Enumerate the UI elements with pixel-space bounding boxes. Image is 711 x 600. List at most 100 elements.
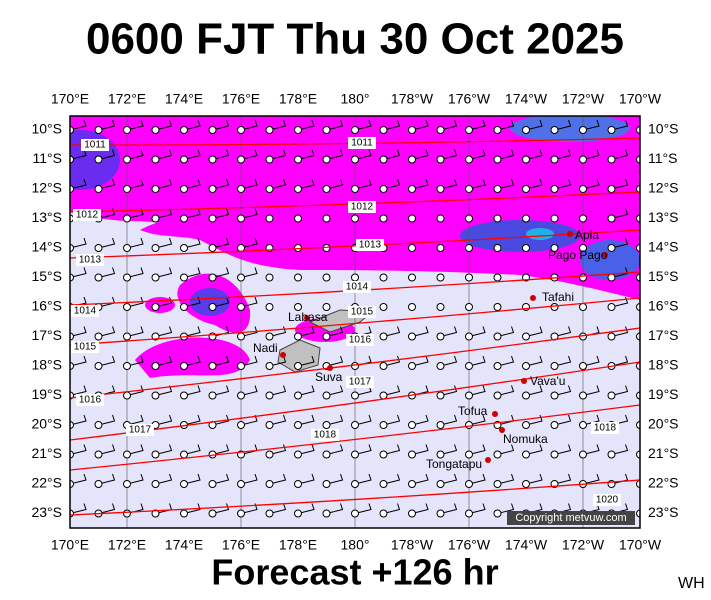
barb [297, 119, 315, 131]
barb-station [550, 421, 559, 429]
barb-station [294, 214, 302, 223]
isobar-label: 1015 [351, 307, 374, 318]
barb-station [322, 509, 331, 518]
barb-station [579, 273, 587, 282]
place-label: Nadi [253, 341, 278, 355]
barb-station [351, 509, 359, 518]
barb [411, 119, 429, 131]
barb-station [265, 273, 274, 282]
lat-label: 16°S [648, 298, 679, 314]
place-dot [602, 252, 608, 258]
barb-station [522, 480, 530, 488]
barb-station [522, 244, 530, 252]
barb-station [294, 391, 302, 400]
barb-station [636, 273, 640, 282]
barb-station [465, 244, 473, 252]
barb [155, 296, 173, 308]
barb [70, 385, 87, 396]
barb [98, 119, 116, 131]
barb [468, 385, 486, 396]
lon-label: 178°E [279, 91, 317, 107]
barb [582, 119, 600, 131]
barb-station [70, 273, 74, 282]
barb-station [607, 185, 616, 193]
lon-label: 170°E [51, 537, 89, 553]
barb [411, 326, 429, 337]
isobar [70, 327, 640, 399]
barb [383, 414, 401, 426]
barb-station [636, 391, 640, 400]
barb-station [151, 509, 160, 518]
barb [554, 414, 572, 426]
barb-station [123, 509, 131, 518]
barb-station [180, 126, 188, 134]
barb [326, 178, 344, 190]
barb-station [294, 509, 302, 518]
lon-label: 178°W [391, 537, 434, 553]
barb [240, 119, 258, 131]
barb [126, 385, 144, 396]
isobars: 1011 1011 1012 1012 1013 1013 1014 1014 1015 1015… [70, 137, 640, 516]
barb [155, 444, 173, 455]
barb-station [237, 244, 245, 252]
lon-label: 178°W [391, 91, 434, 107]
barb-station [94, 480, 103, 488]
place-dot [567, 231, 573, 237]
isobar-label: 1013 [359, 240, 382, 251]
barb-station [607, 303, 616, 311]
place-dot [327, 365, 333, 371]
barb [354, 119, 372, 131]
barb [411, 473, 429, 485]
lat-label: 22°S [31, 475, 62, 491]
barb [212, 267, 230, 278]
barb [554, 385, 572, 396]
barb-station [607, 391, 616, 400]
barb [554, 178, 572, 190]
barb [582, 473, 600, 485]
barb [554, 444, 572, 455]
barb-station [579, 126, 587, 134]
barb-station [237, 155, 245, 164]
barb-station [351, 126, 359, 134]
barb-station [607, 155, 616, 164]
barb-station [123, 480, 131, 488]
barb-station [208, 155, 217, 164]
barb-station [379, 362, 388, 370]
barb [70, 119, 87, 131]
barb-station [579, 391, 587, 400]
barb [582, 385, 600, 396]
lat-label: 11°S [33, 150, 62, 166]
lon-label: 176°W [448, 537, 491, 553]
lon-label: 172°E [108, 537, 146, 553]
barb-station [351, 480, 359, 488]
barb [155, 326, 173, 337]
barb [354, 473, 372, 485]
barb [98, 414, 116, 426]
barb [411, 503, 429, 514]
barb [98, 178, 116, 190]
isobar-label-box [311, 429, 339, 441]
lon-label: 176°E [222, 91, 260, 107]
barb [240, 149, 258, 160]
precip-core [526, 228, 554, 240]
barb [468, 444, 486, 455]
copyright-box [507, 511, 635, 525]
isobar-label: 1015 [74, 342, 97, 353]
barb [440, 503, 458, 514]
barb [525, 326, 543, 337]
barb [98, 267, 116, 278]
barb-station [294, 450, 302, 459]
isobar-label: 1016 [79, 395, 102, 406]
barb-station [522, 155, 530, 164]
barb-station [70, 480, 74, 488]
barb-station [94, 450, 103, 459]
barb-station [70, 332, 74, 341]
barb-station [94, 244, 103, 252]
barb-station [493, 155, 502, 164]
barb-station [70, 421, 74, 429]
barb-station [522, 332, 530, 341]
barb [212, 444, 230, 455]
barb [411, 149, 429, 160]
barb-station [265, 362, 274, 370]
barb-station [351, 185, 359, 193]
